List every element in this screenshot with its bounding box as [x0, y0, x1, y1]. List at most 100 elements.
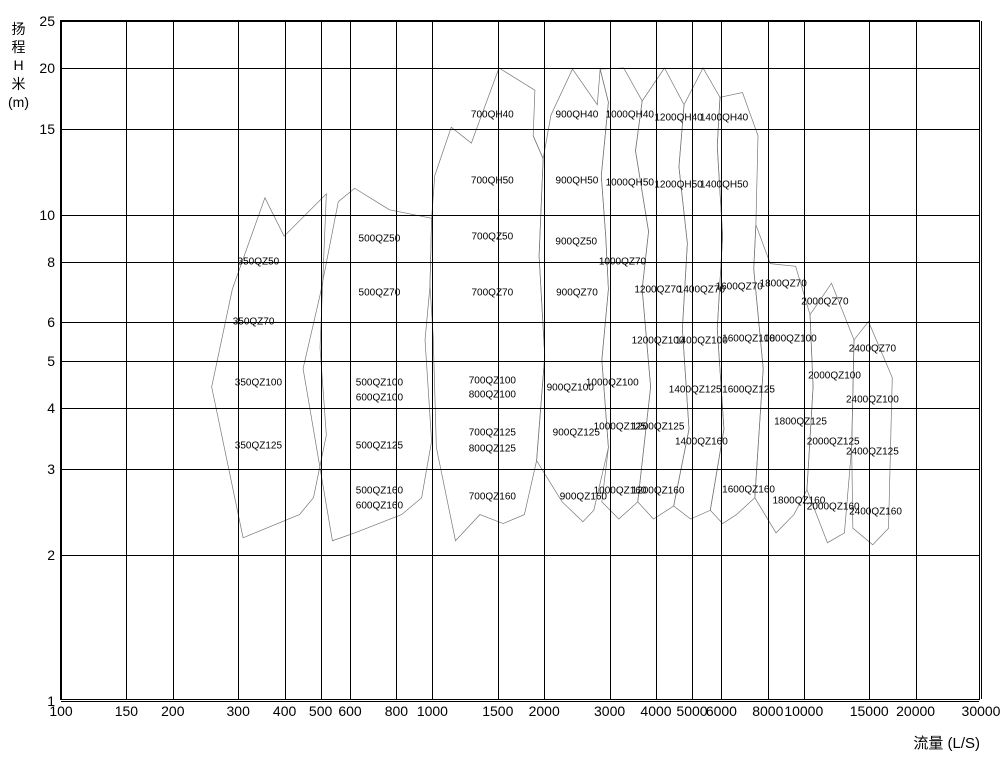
pump-model-label: 500QZ100	[356, 378, 403, 389]
pump-model-label: 900QZ70	[556, 287, 598, 298]
pump-model-label: 2400QZ100	[846, 395, 899, 406]
y-tick-label: 20	[39, 60, 61, 76]
x-gridline	[321, 21, 322, 699]
x-tick-label: 20000	[896, 699, 935, 719]
y-tick-label: 15	[39, 121, 61, 137]
x-gridline	[432, 21, 433, 699]
x-gridline	[396, 21, 397, 699]
pump-model-label: 700QZ125	[469, 428, 516, 439]
x-tick-label: 1500	[482, 699, 513, 719]
region-polygon	[710, 93, 763, 524]
x-gridline	[916, 21, 917, 699]
pump-model-label: 1400QZ160	[675, 437, 728, 448]
x-gridline	[498, 21, 499, 699]
pump-model-label: 1200QH40	[654, 112, 702, 123]
pump-model-label: 2400QZ160	[849, 506, 902, 517]
x-tick-label: 150	[115, 699, 138, 719]
y-axis-title-line: H	[8, 56, 29, 74]
pump-model-label: 1000QZ100	[586, 378, 639, 389]
y-gridline	[61, 262, 979, 263]
pump-model-label: 700QH40	[471, 110, 514, 121]
x-gridline	[981, 21, 982, 699]
x-tick-label: 8000	[752, 699, 783, 719]
x-gridline	[804, 21, 805, 699]
pump-model-label: 1000QZ70	[599, 256, 646, 267]
pump-model-label: 700QZ70	[471, 287, 513, 298]
pump-model-label: 2000QZ100	[808, 371, 861, 382]
x-gridline	[285, 21, 286, 699]
y-axis-title-line: 米	[8, 75, 29, 93]
pump-model-label: 1200QZ70	[634, 284, 681, 295]
x-tick-label: 4000	[640, 699, 671, 719]
pump-model-label: 500QZ125	[356, 440, 403, 451]
x-tick-label: 30000	[962, 699, 1000, 719]
y-tick-label: 8	[47, 254, 61, 270]
plot-area: 1001502003004005006008001000150020003000…	[60, 20, 980, 700]
pump-model-label: 350QZ70	[233, 317, 275, 328]
y-tick-label: 1	[47, 693, 61, 709]
y-tick-label: 10	[39, 207, 61, 223]
pump-model-label: 1600QZ70	[716, 281, 763, 292]
y-tick-label: 25	[39, 13, 61, 29]
pump-model-label: 800QZ100	[469, 390, 516, 401]
y-tick-label: 3	[47, 461, 61, 477]
pump-model-label: 700QZ100	[469, 375, 516, 386]
y-gridline	[61, 469, 979, 470]
x-tick-label: 400	[273, 699, 296, 719]
y-gridline	[61, 322, 979, 323]
pump-model-label: 1800QZ100	[764, 333, 817, 344]
pump-model-label: 500QZ70	[359, 287, 401, 298]
y-gridline	[61, 361, 979, 362]
x-tick-label: 6000	[706, 699, 737, 719]
y-gridline	[61, 21, 979, 22]
pump-model-label: 2400QZ70	[849, 343, 896, 354]
pump-model-label: 350QZ125	[235, 440, 282, 451]
pump-model-label: 900QZ125	[553, 428, 600, 439]
pump-model-label: 1000QH40	[606, 110, 654, 121]
pump-model-label: 800QZ125	[469, 443, 516, 454]
x-tick-label: 500	[309, 699, 332, 719]
x-tick-label: 600	[338, 699, 361, 719]
pump-model-label: 1400QZ100	[675, 335, 728, 346]
chart-container: 扬 程 H 米 (m) 1001502003004005006008001000…	[0, 0, 1000, 765]
polygon-layer	[61, 21, 979, 699]
pump-model-label: 1800QZ70	[760, 278, 807, 289]
x-tick-label: 10000	[784, 699, 823, 719]
pump-model-label: 1200QZ160	[632, 486, 685, 497]
pump-model-label: 350QZ100	[235, 378, 282, 389]
x-gridline	[768, 21, 769, 699]
y-gridline	[61, 408, 979, 409]
pump-model-label: 700QH50	[471, 176, 514, 187]
pump-model-label: 1000QH50	[606, 178, 654, 189]
pump-model-label: 500QZ50	[359, 234, 401, 245]
pump-model-label: 1600QZ125	[722, 385, 775, 396]
x-tick-label: 800	[385, 699, 408, 719]
x-tick-label: 2000	[529, 699, 560, 719]
region-polygon	[212, 194, 327, 538]
y-tick-label: 2	[47, 547, 61, 563]
y-axis-title: 扬 程 H 米 (m)	[8, 20, 29, 111]
pump-model-label: 700QZ160	[469, 491, 516, 502]
pump-model-label: 350QZ50	[238, 256, 280, 267]
y-gridline	[61, 215, 979, 216]
y-gridline	[61, 68, 979, 69]
y-gridline	[61, 701, 979, 702]
y-tick-label: 5	[47, 353, 61, 369]
y-axis-title-line: (m)	[8, 93, 29, 111]
pump-model-label: 1200QZ125	[632, 422, 685, 433]
y-tick-label: 6	[47, 314, 61, 330]
pump-model-label: 1400QH50	[700, 180, 748, 191]
y-tick-label: 4	[47, 400, 61, 416]
pump-model-label: 600QZ100	[356, 392, 403, 403]
pump-model-label: 900QH40	[556, 110, 599, 121]
x-gridline	[126, 21, 127, 699]
pump-model-label: 2000QZ70	[801, 297, 848, 308]
x-tick-label: 200	[161, 699, 184, 719]
pump-model-label: 1400QZ125	[669, 385, 722, 396]
y-axis-title-line: 扬	[8, 20, 29, 38]
x-tick-label: 3000	[594, 699, 625, 719]
y-gridline	[61, 129, 979, 130]
x-gridline	[238, 21, 239, 699]
x-tick-label: 5000	[676, 699, 707, 719]
x-gridline	[173, 21, 174, 699]
